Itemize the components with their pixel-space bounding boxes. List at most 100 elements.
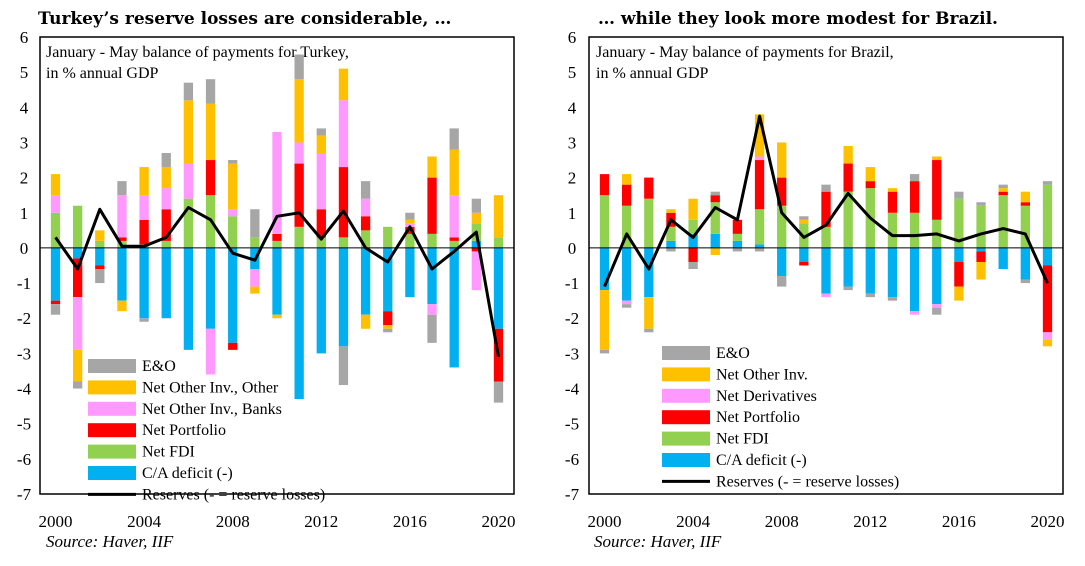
y-tick-label: 5 [568,63,577,82]
bar-segment [294,163,304,227]
subtitle-line-2: in % annual GDP [46,65,159,82]
legend-swatch [662,388,710,403]
legend-label: C/A deficit (-) [716,452,807,469]
bar-segment [316,135,326,154]
bar-segment [139,195,149,220]
bar-segment [294,79,304,143]
bar-segment [471,251,481,291]
source-note: Source: Haver, IIF [46,532,174,551]
bar-segment [228,163,238,210]
bar-segment [1042,332,1053,340]
bar-segment [50,212,61,248]
legend-label: E&O [716,345,750,362]
bar-segment [887,188,898,192]
bar-segment [405,223,415,227]
bar-segment [50,174,61,196]
bar-segment [799,219,809,224]
y-tick-label: -5 [17,415,31,434]
bar-segment [998,188,1008,192]
bar-segment [954,286,964,301]
legend-label: Net Derivatives [716,388,817,405]
bar-segment [493,381,504,403]
bar-segment [688,233,698,248]
bar-segment [73,247,83,259]
x-axis-ticks: 2000 2004 2008 2012 2016 2020 [39,512,516,531]
bar-segment [954,191,964,199]
stacked-bars [599,114,1053,354]
bar-segment [228,342,238,350]
bar-segment [909,174,920,182]
bar-segment [821,184,831,192]
bar-segment [449,247,459,368]
y-tick-label: -3 [565,344,579,363]
y-tick-label: 2 [20,169,29,188]
bar-segment [710,191,720,196]
bar-segment [338,167,349,238]
x-tick-label: 2000 [39,512,73,531]
bar-segment [294,226,304,248]
x-tick-label: 2008 [765,512,799,531]
y-tick-label: 5 [20,63,29,82]
bar-segment [471,212,481,224]
bar-segment [250,237,260,248]
bar-segment [73,258,83,298]
bar-segment [360,216,371,231]
bar-segment [754,160,765,210]
bar-segment [932,160,942,220]
bar-segment [1020,279,1030,284]
legend-label: Net FDI [142,444,195,461]
legend-label: Net Other Inv., Banks [142,401,282,418]
bar-segment [821,191,831,227]
bar-segment [493,247,504,329]
y-tick-label: 3 [568,133,577,152]
bar-segment [932,307,942,315]
bar-segment [954,261,964,287]
y-tick-label: 6 [568,28,577,47]
bar-segment [95,247,105,266]
bar-segment [710,202,720,234]
bar-segment [976,247,986,252]
bar-segment [294,247,304,400]
source-note: Source: Haver, IIF [594,532,722,551]
bar-segment [732,247,743,252]
bar-segment [644,247,654,298]
y-tick-label: 1 [20,204,29,223]
bar-segment [205,247,216,329]
y-tick-label: 2 [568,169,577,188]
bar-segment [909,247,920,312]
legend-swatch [88,423,136,438]
bar-segment [493,237,504,248]
bar-segment [754,114,765,157]
bar-segment [228,216,238,248]
bar-segment [338,68,349,101]
legend-label: Reserves (- = reserve losses) [716,473,899,490]
bar-segment [316,128,326,136]
bar-segment [294,54,304,80]
bar-segment [316,237,326,248]
bar-segment [843,247,853,287]
bar-segment [139,318,149,322]
bar-segment [338,237,349,248]
bar-segment [599,349,610,354]
x-tick-label: 2008 [216,512,250,531]
bar-segment [228,160,238,164]
legend-swatch [662,410,710,425]
plot-frame [588,36,1064,495]
bar-segment [909,311,920,315]
x-tick-label: 2020 [481,512,515,531]
bar-segment [316,153,326,210]
legend-swatch [88,401,136,416]
bar-segment [622,247,632,301]
bar-segment [50,304,61,315]
bar-segment [360,198,371,217]
bar-segment [688,198,698,220]
bar-segment [383,247,393,312]
y-tick-label: 6 [20,28,29,47]
bar-segment [95,269,105,284]
bar-segment [732,240,743,248]
y-tick-label: -6 [565,450,579,469]
bar-segment [139,167,149,196]
bar-segment [666,240,676,248]
bar-segment [644,297,654,329]
y-axis-ticks: -7 -6 -5 -4 -3 -2 -1 0 1 2 3 4 5 6 [565,28,580,504]
